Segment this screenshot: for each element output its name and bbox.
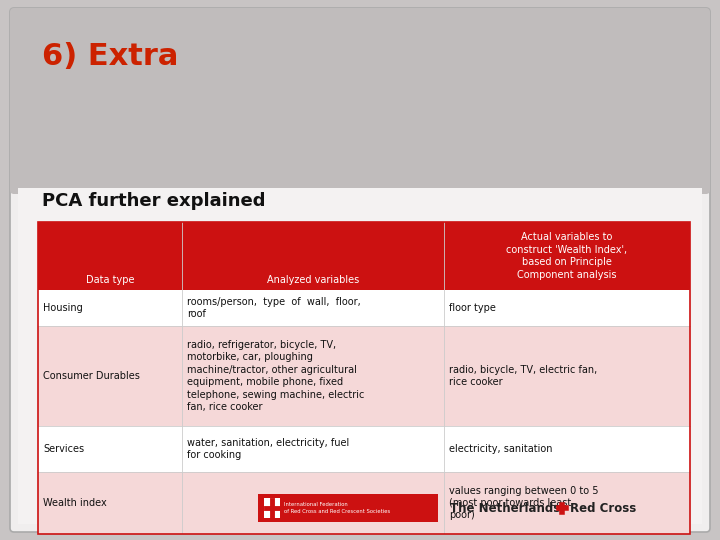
Text: Red Cross: Red Cross [570,502,636,515]
Text: Housing: Housing [43,303,83,313]
Text: radio, refrigerator, bicycle, TV,
motorbike, car, ploughing
machine/tractor, oth: radio, refrigerator, bicycle, TV, motorb… [187,340,364,412]
Bar [18,188,702,524]
Text: values ranging between 0 to 5
(most poor towards least
poor): values ranging between 0 to 5 (most poor… [449,485,598,521]
Text: Analyzed variables: Analyzed variables [267,275,359,285]
Text: rooms/person,  type  of  wall,  floor,
roof: rooms/person, type of wall, floor, roof [187,297,361,319]
Text: electricity, sanitation: electricity, sanitation [449,444,552,454]
Text: International Federation
of Red Cross and Red Crescent Societies: International Federation of Red Cross an… [284,502,390,514]
Bar [258,494,438,522]
Bar [38,290,690,326]
Bar [14,16,706,186]
Bar [38,222,690,290]
Text: Wealth index: Wealth index [43,498,107,508]
Text: The Netherlands: The Netherlands [450,502,560,515]
Text: Data type: Data type [86,275,134,285]
Text: 6) Extra: 6) Extra [42,42,179,71]
Text: radio, bicycle, TV, electric fan,
rice cooker: radio, bicycle, TV, electric fan, rice c… [449,365,598,387]
Bar [264,498,280,518]
Text: PCA further explained: PCA further explained [42,192,266,210]
FancyBboxPatch shape [10,8,710,532]
Bar [14,12,706,190]
Text: Consumer Durables: Consumer Durables [43,371,140,381]
FancyBboxPatch shape [10,8,710,194]
Bar [38,472,690,534]
Bar [38,426,690,472]
Text: floor type: floor type [449,303,496,313]
Text: Services: Services [43,444,84,454]
Text: water, sanitation, electricity, fuel
for cooking: water, sanitation, electricity, fuel for… [187,438,349,460]
Text: Actual variables to
construct 'Wealth Index',
based on Principle
Component analy: Actual variables to construct 'Wealth In… [506,232,628,280]
Bar [38,326,690,426]
Bar [38,222,690,534]
